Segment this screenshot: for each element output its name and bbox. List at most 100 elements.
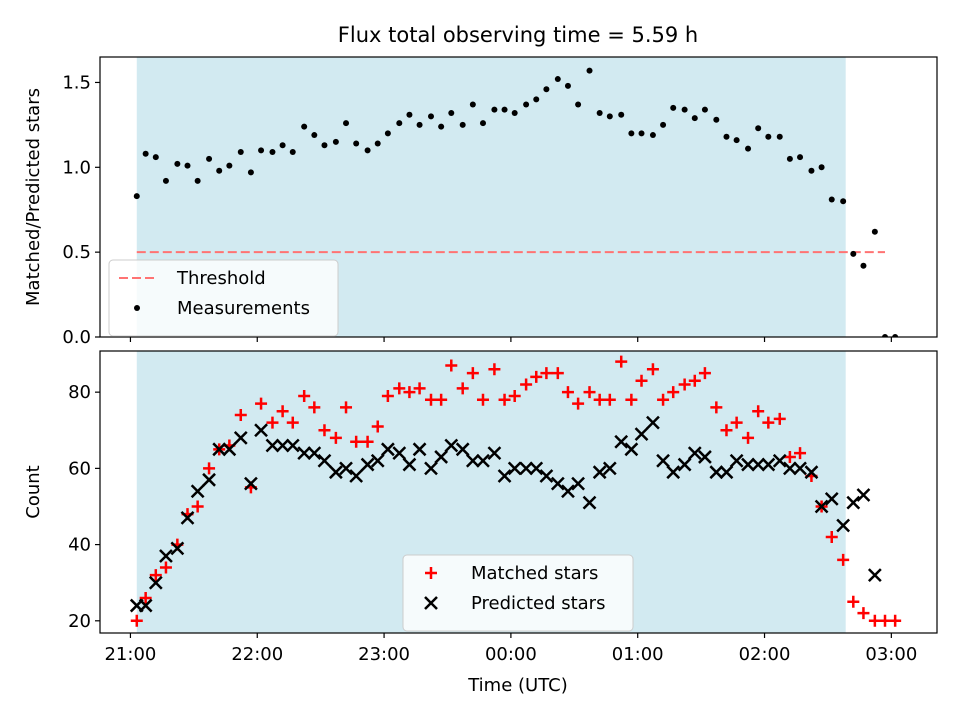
data-point (445, 359, 458, 372)
data-point (203, 462, 216, 475)
data-point (142, 150, 149, 157)
data-point (603, 393, 616, 406)
data-point (435, 393, 448, 406)
data-point (765, 133, 772, 140)
data-point (847, 595, 860, 608)
data-point (276, 405, 289, 418)
data-point (638, 130, 645, 137)
data-point (892, 334, 899, 337)
data-point (818, 164, 825, 171)
data-point (868, 614, 881, 627)
data-point (148, 575, 163, 590)
data-point (729, 453, 744, 468)
data-point (364, 147, 371, 154)
data-point (370, 453, 385, 468)
data-point (438, 123, 445, 130)
data-point (856, 488, 871, 502)
data-point (529, 461, 544, 476)
data-point (329, 431, 342, 444)
data-point (572, 397, 585, 410)
axes-frame (99, 350, 938, 634)
data-point (762, 416, 775, 429)
data-point (761, 457, 776, 472)
data-point (476, 393, 489, 406)
data-point (244, 476, 258, 491)
data-point (646, 415, 660, 430)
data-point (614, 434, 629, 449)
y-axis-label: Count (23, 465, 44, 518)
data-point (275, 438, 290, 453)
data-point (191, 500, 204, 513)
data-point (194, 177, 201, 184)
x-tick-label: 22:00 (231, 644, 283, 665)
data-point (723, 133, 730, 140)
data-point (889, 614, 902, 627)
data-point (501, 106, 508, 113)
data-point (350, 435, 363, 448)
data-point (444, 438, 459, 453)
data-point (476, 453, 490, 468)
data-point (606, 113, 613, 120)
data-point (678, 378, 691, 391)
legend-box (108, 259, 339, 337)
y-tick-label: 1.0 (62, 157, 91, 178)
data-point (730, 416, 743, 429)
y-axis-label: Matched/Predicted stars (23, 88, 44, 306)
axes-frame (99, 56, 938, 338)
data-point (139, 591, 152, 604)
data-point (670, 104, 677, 111)
legend-swatch (424, 596, 438, 610)
data-point (575, 101, 582, 108)
data-point (402, 457, 417, 472)
y-tick-label: 0.5 (62, 242, 91, 263)
data-point (808, 167, 815, 174)
data-point (317, 453, 332, 468)
data-point (180, 511, 195, 525)
data-point (698, 450, 712, 464)
data-point (149, 569, 162, 582)
legend-label: Threshold (176, 268, 266, 289)
data-point (247, 169, 254, 176)
data-point (343, 120, 350, 127)
data-point (794, 447, 807, 460)
data-point (311, 132, 318, 139)
data-point (130, 614, 143, 627)
data-point (561, 484, 575, 499)
data-point (871, 228, 878, 235)
data-point (793, 461, 807, 476)
data-point (846, 495, 861, 510)
data-point (360, 457, 375, 472)
data-point (285, 438, 300, 453)
data-point (416, 121, 423, 128)
data-point (804, 465, 819, 480)
data-point (797, 154, 804, 161)
data-point (783, 450, 796, 463)
data-point (265, 438, 280, 453)
data-point (298, 389, 311, 402)
data-point (459, 121, 466, 128)
data-point (465, 453, 480, 468)
data-point (745, 145, 752, 152)
data-point (381, 389, 394, 402)
data-point (152, 154, 159, 161)
data-point (850, 250, 857, 257)
data-point (691, 115, 698, 122)
data-point (783, 461, 797, 476)
data-point (455, 442, 470, 457)
data-point (667, 386, 680, 399)
data-point (656, 453, 670, 468)
data-point (234, 409, 247, 422)
data-point (184, 162, 191, 169)
data-point (879, 614, 892, 627)
legend: Threshold Measurements (108, 259, 339, 337)
data-point (657, 393, 670, 406)
data-point (507, 461, 522, 476)
data-point (307, 446, 322, 461)
data-point (828, 196, 835, 203)
legend-label: Measurements (177, 298, 310, 319)
data-point (318, 424, 331, 437)
data-point (860, 262, 867, 269)
data-point (170, 541, 185, 556)
data-point (222, 442, 237, 457)
